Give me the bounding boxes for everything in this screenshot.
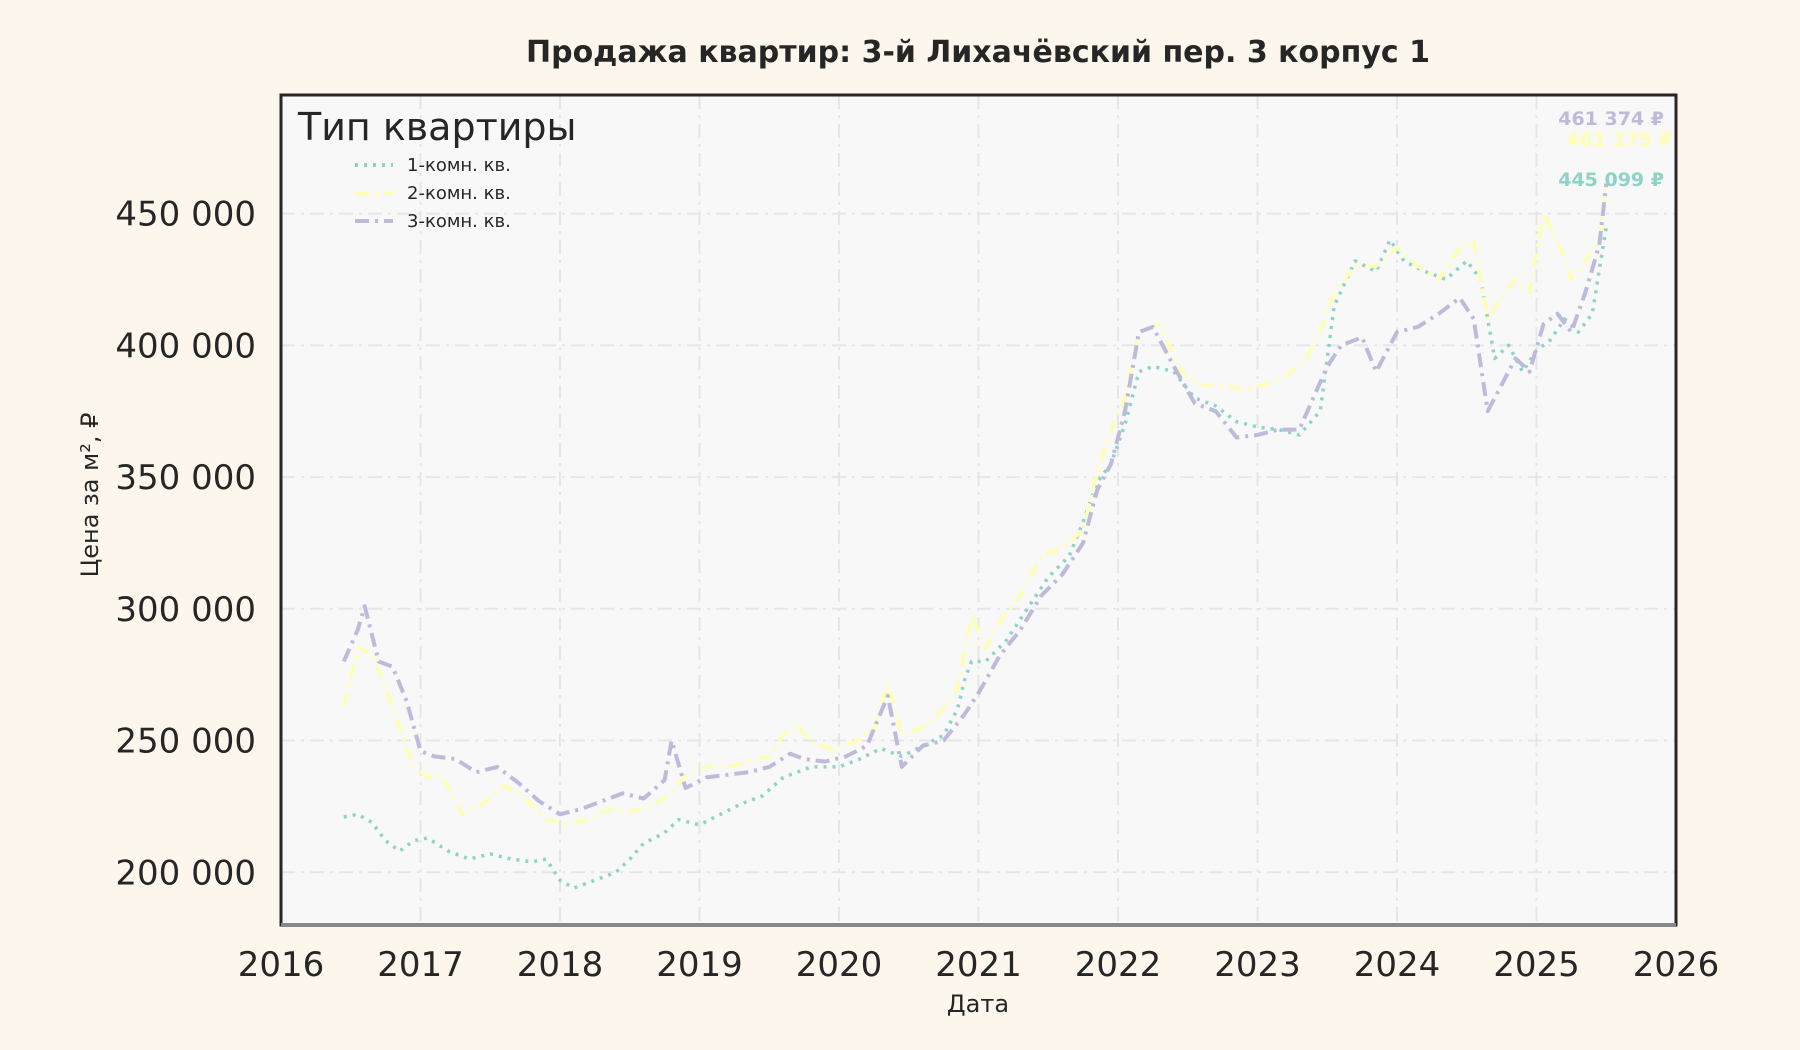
x-tick-label: 2023 [1214,945,1301,985]
legend: Тип квартиры 1-комн. кв. 2-комн. кв. 3-ком… [297,105,577,232]
x-tick-label: 2017 [377,945,464,985]
x-tick-label: 2024 [1354,945,1441,985]
y-tick-label: 200 000 [115,853,256,893]
y-tick-label: 450 000 [115,195,256,235]
y-tick-labels: 200 000 250 000 300 000 350 000 400 000 450 0… [115,195,256,894]
x-tick-label: 2019 [656,945,743,985]
y-tick-label: 350 000 [115,458,256,498]
series-line-2 [342,183,1609,827]
x-tick-label: 2018 [517,945,604,985]
end-value-label-2: 461 175 ₽ [1566,129,1672,151]
x-tick-label: 2016 [238,945,325,985]
grid [281,95,1676,925]
series-line-3 [341,183,1609,817]
legend-label-2: 2-комн. кв. [407,183,511,204]
chart-title: Продажа квартир: 3-й Лихачёвский пер. 3 … [526,35,1430,70]
end-value-label-3: 461 374 ₽ [1558,108,1664,130]
legend-label-3: 3-комн. кв. [407,211,511,232]
end-value-labels: 445 099 ₽ 461 175 ₽461 374 ₽ [1558,108,1672,191]
x-tick-label: 2026 [1633,945,1720,985]
x-tick-label: 2020 [796,945,883,985]
end-value-label-1: 445 099 ₽ [1558,169,1664,191]
legend-label-1: 1-комн. кв. [407,155,511,176]
y-tick-label: 400 000 [115,326,256,366]
x-axis-label: Дата [947,990,1009,1018]
y-tick-label: 300 000 [115,590,256,630]
x-tick-label: 2021 [935,945,1022,985]
y-axis-label: Цена за м², ₽ [76,413,104,578]
legend-title: Тип квартиры [297,105,577,149]
x-tick-label: 2022 [1075,945,1162,985]
x-tick-label: 2025 [1493,945,1580,985]
series-lines [341,183,1609,890]
x-tick-labels: 2016 2017 2018 2019 2020 2021 2022 2023 2024 2025… [238,945,1720,985]
y-tick-label: 250 000 [115,722,256,762]
